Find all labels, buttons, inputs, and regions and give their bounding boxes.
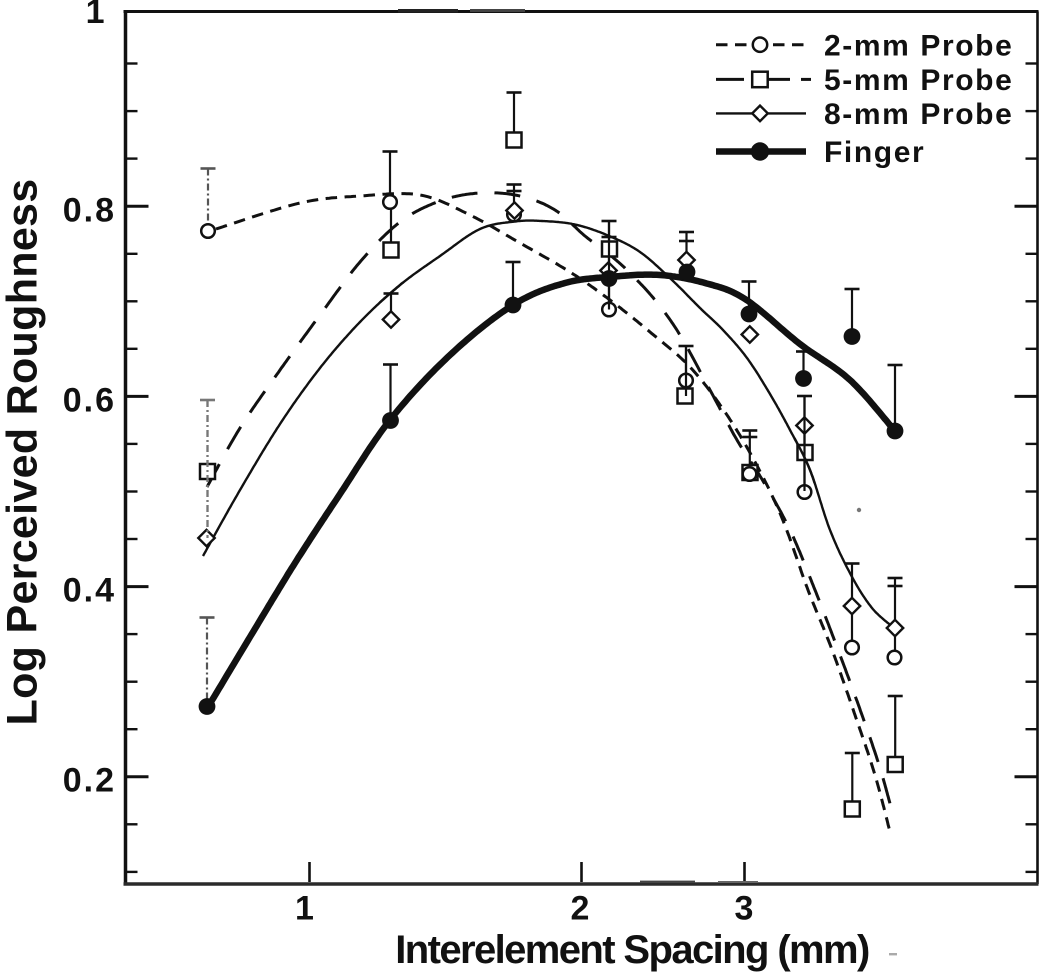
svg-text:1: 1 <box>86 0 105 31</box>
svg-text:Log Perceived Roughness: Log Perceived Roughness <box>0 179 47 726</box>
svg-text:1: 1 <box>295 890 314 928</box>
svg-text:3: 3 <box>735 890 754 928</box>
svg-text:8-mm Probe: 8-mm Probe <box>824 98 1013 131</box>
svg-text:0.6: 0.6 <box>63 381 116 419</box>
svg-text:0.2: 0.2 <box>63 761 116 799</box>
svg-text:2-mm Probe: 2-mm Probe <box>824 29 1013 62</box>
svg-text:Interelement Spacing (mm): Interelement Spacing (mm) <box>395 928 869 972</box>
svg-text:5-mm Probe: 5-mm Probe <box>824 64 1013 97</box>
svg-text:2: 2 <box>571 890 590 928</box>
svg-text:0.8: 0.8 <box>63 191 116 229</box>
svg-text:Finger: Finger <box>824 136 925 169</box>
svg-text:0.4: 0.4 <box>63 571 116 609</box>
